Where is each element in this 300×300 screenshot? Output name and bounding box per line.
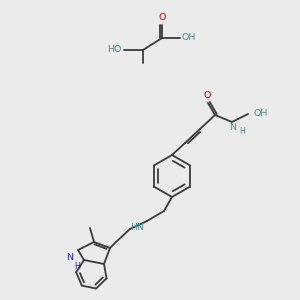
- Text: N: N: [66, 253, 73, 262]
- Text: HO: HO: [108, 46, 122, 55]
- Text: OH: OH: [253, 109, 267, 118]
- Text: H: H: [74, 262, 80, 271]
- Text: H: H: [239, 127, 245, 136]
- Text: OH: OH: [182, 34, 196, 43]
- Text: O: O: [158, 13, 166, 22]
- Text: N: N: [230, 123, 236, 132]
- Text: O: O: [203, 91, 211, 100]
- Text: HN: HN: [130, 223, 144, 232]
